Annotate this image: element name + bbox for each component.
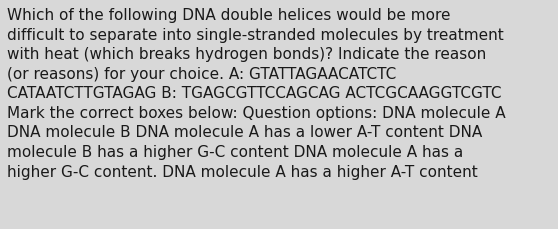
Text: Which of the following DNA double helices would be more
difficult to separate in: Which of the following DNA double helice… <box>7 8 506 179</box>
